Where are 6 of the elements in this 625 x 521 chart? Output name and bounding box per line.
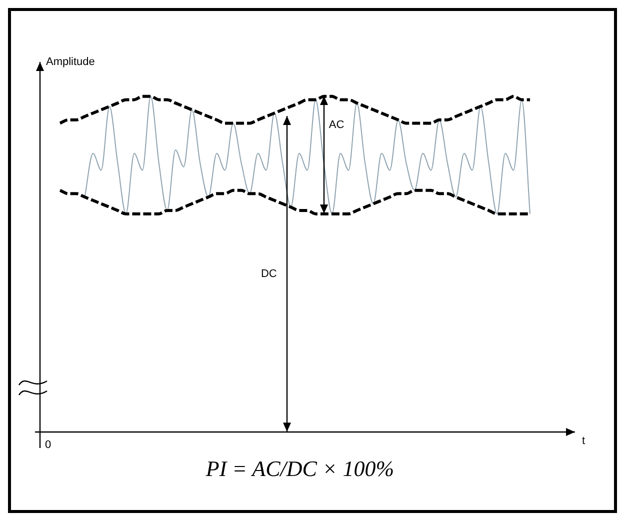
annotation: AC	[328, 119, 344, 132]
text: 0	[45, 439, 52, 452]
x-axis-title: t	[582, 435, 586, 448]
annotation: DC	[260, 268, 277, 280]
y-axis-title: Amplitude	[46, 56, 95, 68]
text: PI = AC/DC × 100%	[204, 456, 394, 481]
